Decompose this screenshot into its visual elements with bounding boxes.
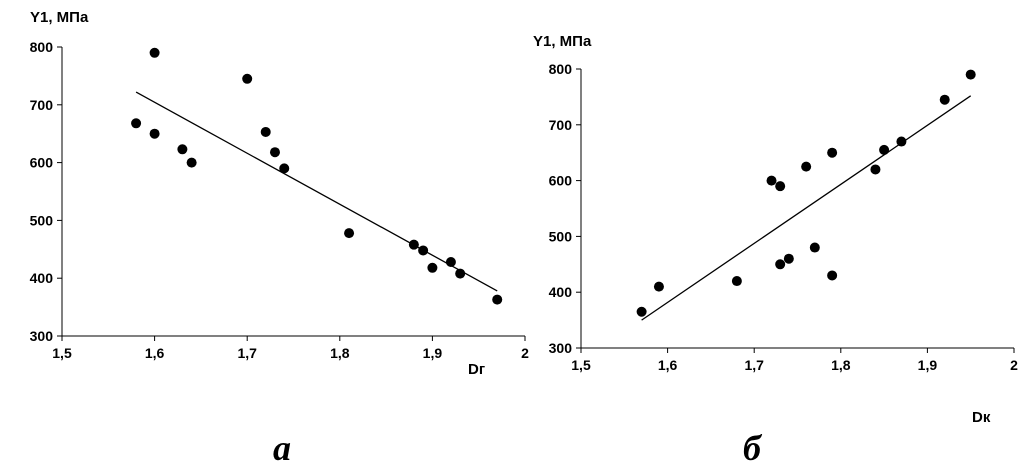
x-tick-label: 1,7 xyxy=(744,357,764,373)
data-point xyxy=(177,144,188,155)
y-tick-label: 800 xyxy=(549,61,573,77)
data-point xyxy=(131,118,142,129)
y-tick-label: 600 xyxy=(549,173,573,189)
chart-caption: б xyxy=(743,428,763,466)
data-point xyxy=(260,126,271,137)
data-point xyxy=(344,228,355,239)
x-tick-label: 1,5 xyxy=(571,357,591,373)
x-tick-label: 1,5 xyxy=(52,345,72,361)
x-tick-label: 2 xyxy=(521,345,529,361)
y-tick-label: 400 xyxy=(549,284,573,300)
data-point xyxy=(965,69,976,80)
data-point xyxy=(186,157,197,168)
chart-a: 300 400 500 600 700 800 1,5 1,6 1,7 1,8 1,9 2 Y1, МП… xyxy=(30,9,529,466)
x-tick-label: 1,8 xyxy=(330,345,350,361)
data-point xyxy=(653,281,664,292)
data-point xyxy=(242,73,253,84)
data-point xyxy=(427,262,438,273)
data-point xyxy=(408,239,419,250)
y-tick-label: 400 xyxy=(30,270,54,286)
x-tick-label: 2 xyxy=(1010,357,1018,373)
data-point xyxy=(827,270,838,281)
data-point xyxy=(809,242,820,253)
data-point xyxy=(775,181,786,192)
y-tick-label: 300 xyxy=(549,340,573,356)
chart-b: 300 400 500 600 700 800 1,5 1,6 1,7 1,8 1,9 2 Y1, МП… xyxy=(533,33,1018,466)
y-axis-title: Y1, МПа xyxy=(30,9,89,26)
x-tick-label: 1,9 xyxy=(918,357,938,373)
x-axis-title: Dк xyxy=(972,409,991,426)
y-tick-label: 700 xyxy=(549,117,573,133)
data-point xyxy=(418,245,429,256)
data-point xyxy=(870,164,881,175)
y-tick-label: 700 xyxy=(30,97,54,113)
data-point xyxy=(492,294,503,305)
y-tick-label: 800 xyxy=(30,39,54,55)
data-point xyxy=(783,253,794,264)
data-point xyxy=(896,136,907,147)
chart-caption: а xyxy=(273,428,291,466)
trend-line xyxy=(135,91,498,292)
y-tick-label: 600 xyxy=(30,155,54,171)
data-point xyxy=(879,144,890,155)
data-point xyxy=(766,175,777,186)
x-tick-label: 1,9 xyxy=(423,345,443,361)
x-axis-title: Dг xyxy=(468,361,485,378)
data-point xyxy=(636,306,647,317)
y-tick-label: 500 xyxy=(549,228,573,244)
data-point xyxy=(149,47,160,58)
y-tick-label: 300 xyxy=(30,328,54,344)
data-point xyxy=(455,268,466,279)
data-point xyxy=(731,276,742,287)
data-point xyxy=(279,163,290,174)
x-tick-label: 1,8 xyxy=(831,357,851,373)
x-tick-label: 1,7 xyxy=(237,345,257,361)
y-tick-label: 500 xyxy=(30,212,54,228)
data-point xyxy=(827,147,838,158)
x-tick-label: 1,6 xyxy=(145,345,165,361)
trend-line xyxy=(641,95,972,321)
data-point xyxy=(775,259,786,270)
data-point xyxy=(269,147,280,158)
data-point xyxy=(939,94,950,105)
data-point xyxy=(445,257,456,268)
data-point xyxy=(801,161,812,172)
y-axis-title: Y1, МПа xyxy=(533,33,592,50)
x-tick-label: 1,6 xyxy=(658,357,678,373)
data-point xyxy=(149,128,160,139)
